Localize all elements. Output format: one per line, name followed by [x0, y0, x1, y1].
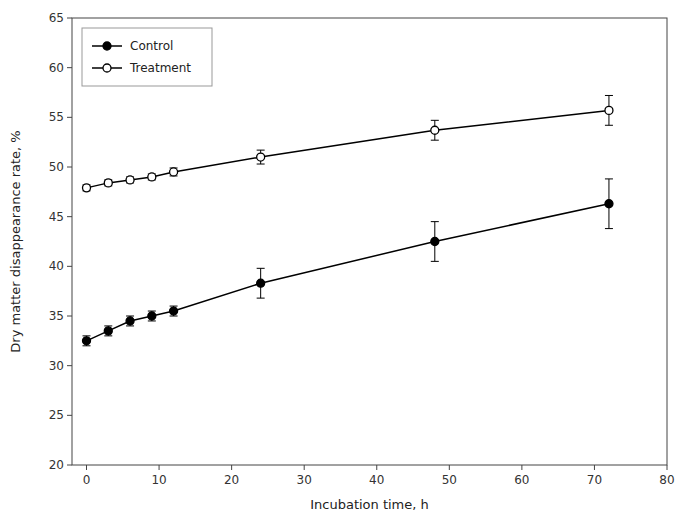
x-tick — [594, 465, 595, 470]
error-cap — [431, 261, 439, 262]
point — [170, 307, 178, 315]
error-cap — [605, 125, 613, 126]
x-tick — [304, 465, 305, 470]
point — [605, 106, 613, 114]
y-tick — [67, 216, 72, 217]
x-tick-label: 0 — [83, 473, 91, 487]
plot-data — [83, 95, 613, 345]
x-tick-label: 30 — [297, 473, 312, 487]
x-tick — [449, 465, 450, 470]
error-bar — [605, 95, 613, 125]
point — [257, 153, 265, 161]
x-tick-label: 70 — [587, 473, 602, 487]
x-tick — [376, 465, 377, 470]
y-tick-label: 30 — [49, 359, 64, 373]
point — [126, 176, 134, 184]
point — [83, 337, 91, 345]
error-cap — [431, 140, 439, 141]
y-tick-label: 60 — [49, 61, 64, 75]
legend-marker — [103, 42, 111, 50]
point — [104, 179, 112, 187]
y-tick — [67, 167, 72, 168]
point — [83, 184, 91, 192]
legend-label: Control — [130, 39, 173, 53]
x-tick-label: 50 — [442, 473, 457, 487]
point — [431, 238, 439, 246]
error-cap — [257, 164, 265, 165]
y-tick-label: 55 — [49, 110, 64, 124]
y-tick — [67, 117, 72, 118]
error-cap — [257, 268, 265, 269]
y-tick-label: 20 — [49, 458, 64, 472]
y-tick — [67, 365, 72, 366]
x-tick-label: 20 — [224, 473, 239, 487]
point — [104, 327, 112, 335]
y-tick — [67, 18, 72, 19]
error-bar — [257, 268, 265, 298]
x-tick — [86, 465, 87, 470]
y-tick-label: 40 — [49, 259, 64, 273]
y-tick-label: 45 — [49, 210, 64, 224]
series — [83, 179, 613, 346]
error-cap — [431, 120, 439, 121]
error-bar — [170, 306, 178, 316]
error-bar — [148, 311, 156, 321]
error-cap — [605, 95, 613, 96]
x-tick — [521, 465, 522, 470]
y-tick — [67, 266, 72, 267]
x-axis-label: Incubation time, h — [310, 497, 429, 512]
series-line — [87, 110, 609, 187]
x-tick — [667, 465, 668, 470]
point — [148, 312, 156, 320]
error-bar — [431, 222, 439, 262]
x-tick-label: 80 — [659, 473, 674, 487]
error-cap — [605, 178, 613, 179]
chart: 0 10 20 30 40 50 60 70 80 20 25 30 35 40 45 50 55 60 65 Inc… — [0, 0, 689, 523]
y-tick — [67, 316, 72, 317]
x-tick-label: 40 — [369, 473, 384, 487]
series-line — [87, 204, 609, 341]
x-tick-label: 10 — [151, 473, 166, 487]
error-bar — [170, 168, 178, 176]
y-tick — [67, 415, 72, 416]
point — [148, 173, 156, 181]
y-tick — [67, 465, 72, 466]
point — [170, 168, 178, 176]
error-bar — [605, 179, 613, 229]
legend-marker — [103, 64, 111, 72]
error-bar — [126, 316, 134, 326]
error-bar — [104, 326, 112, 336]
point — [126, 317, 134, 325]
y-tick — [67, 67, 72, 68]
y-axis-label: Dry matter disappearance rate, % — [8, 130, 23, 352]
point — [257, 279, 265, 287]
error-cap — [257, 150, 265, 151]
error-cap — [257, 298, 265, 299]
error-bar — [431, 120, 439, 140]
legend-box — [82, 28, 212, 86]
y-tick-label: 35 — [49, 309, 64, 323]
x-tick — [159, 465, 160, 470]
legend: Control Treatment — [82, 28, 212, 86]
y-tick-label: 65 — [49, 11, 64, 25]
y-tick-label: 25 — [49, 408, 64, 422]
error-bar — [83, 336, 91, 346]
error-cap — [605, 228, 613, 229]
series — [83, 95, 613, 191]
point — [431, 126, 439, 134]
x-tick-label: 60 — [514, 473, 529, 487]
plot-frame — [72, 18, 667, 465]
y-tick-label: 50 — [49, 160, 64, 174]
point — [605, 200, 613, 208]
x-tick — [231, 465, 232, 470]
error-cap — [431, 221, 439, 222]
background — [0, 0, 689, 523]
legend-label: Treatment — [129, 61, 191, 75]
error-bar — [257, 150, 265, 164]
